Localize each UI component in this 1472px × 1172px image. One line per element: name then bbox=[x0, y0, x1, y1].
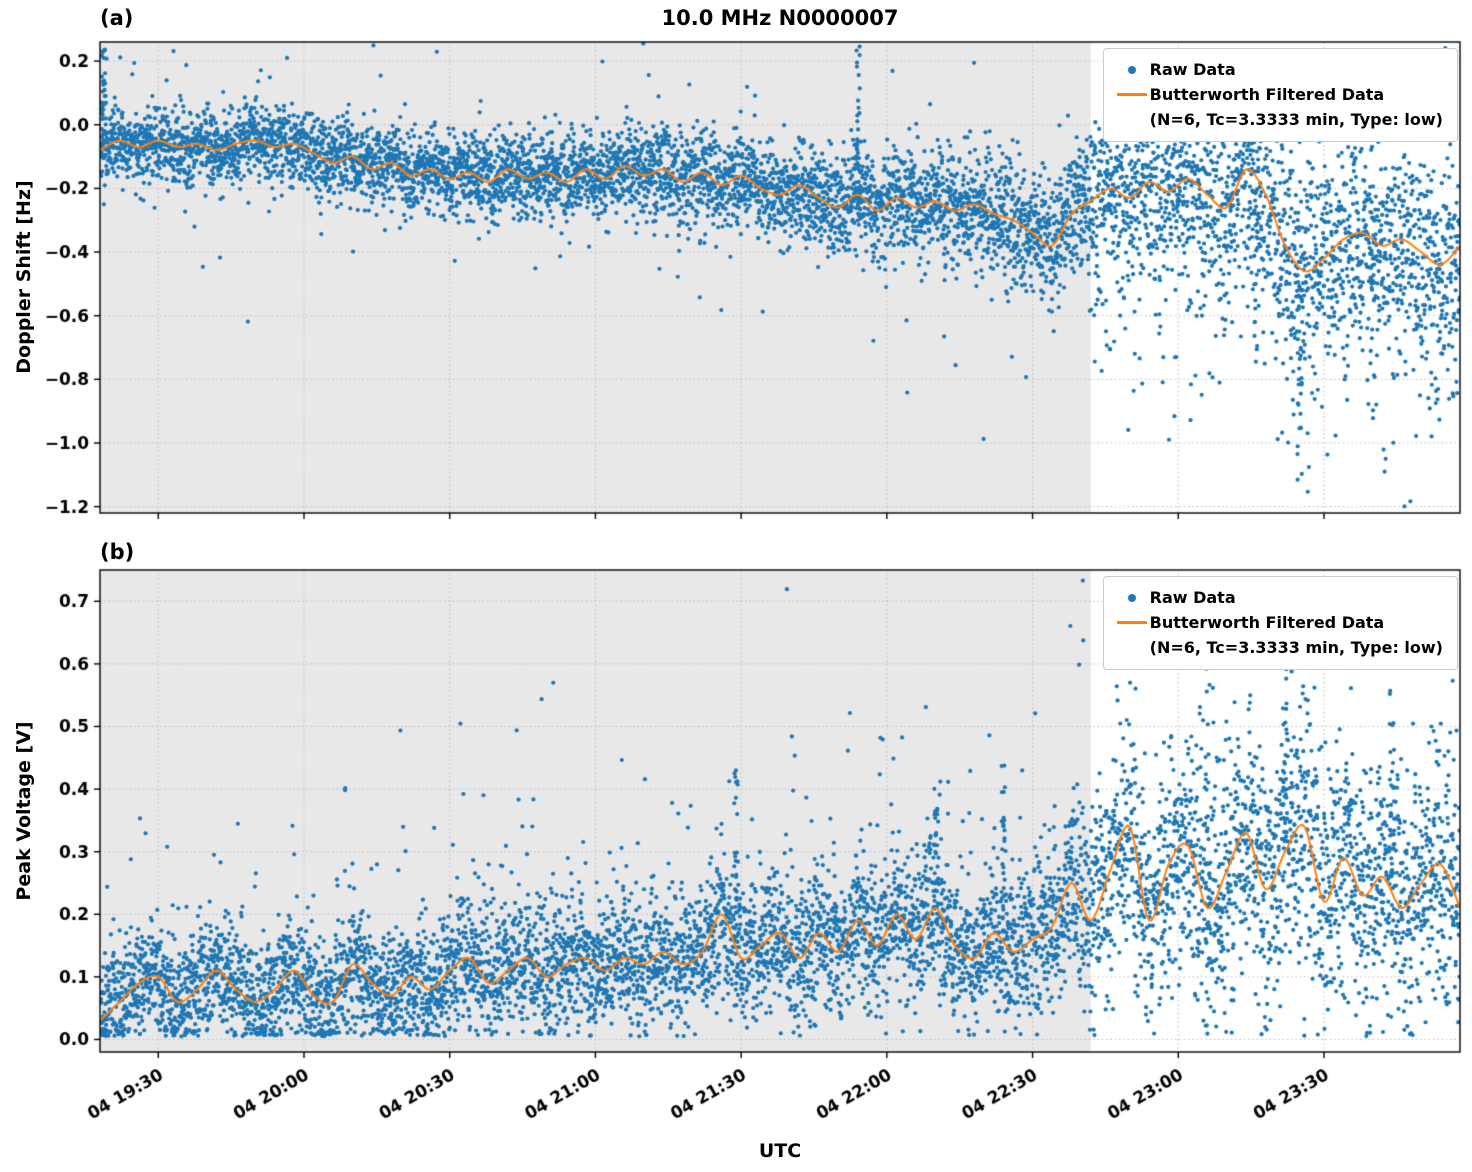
raw-data-dot-icon bbox=[1114, 65, 1150, 74]
y-axis-label-voltage: Peak Voltage [V] bbox=[13, 721, 35, 901]
filtered-line-icon bbox=[1114, 93, 1150, 96]
legend-filtered-params-label: (N=6, Tc=3.3333 min, Type: low) bbox=[1149, 110, 1443, 129]
panel-b-tag: (b) bbox=[100, 540, 135, 564]
y-axis-label-doppler: Doppler Shift [Hz] bbox=[13, 180, 35, 374]
panel-a-tag: (a) bbox=[100, 6, 134, 30]
filtered-line-icon bbox=[1114, 621, 1150, 624]
legend-filtered-label: Butterworth Filtered Data bbox=[1149, 85, 1385, 104]
legend-filtered-entry: Butterworth Filtered Data bbox=[1114, 610, 1443, 635]
figure-title: 10.0 MHz N0000007 bbox=[661, 6, 899, 30]
legend-raw-label: Raw Data bbox=[1149, 588, 1236, 607]
raw-data-dot-icon bbox=[1114, 593, 1150, 602]
legend-filtered-params-label: (N=6, Tc=3.3333 min, Type: low) bbox=[1149, 638, 1443, 657]
legend-filtered-params: (N=6, Tc=3.3333 min, Type: low) bbox=[1114, 107, 1443, 132]
x-axis-label-utc: UTC bbox=[758, 1140, 802, 1162]
legend-raw-entry: Raw Data bbox=[1114, 57, 1443, 82]
legend-raw-label: Raw Data bbox=[1149, 60, 1236, 79]
legend-panel-b: Raw Data Butterworth Filtered Data (N=6,… bbox=[1102, 576, 1458, 670]
legend-filtered-params: (N=6, Tc=3.3333 min, Type: low) bbox=[1114, 635, 1443, 660]
legend-filtered-label: Butterworth Filtered Data bbox=[1149, 613, 1385, 632]
legend-raw-entry: Raw Data bbox=[1114, 585, 1443, 610]
legend-filtered-entry: Butterworth Filtered Data bbox=[1114, 82, 1443, 107]
legend-panel-a: Raw Data Butterworth Filtered Data (N=6,… bbox=[1102, 48, 1458, 142]
